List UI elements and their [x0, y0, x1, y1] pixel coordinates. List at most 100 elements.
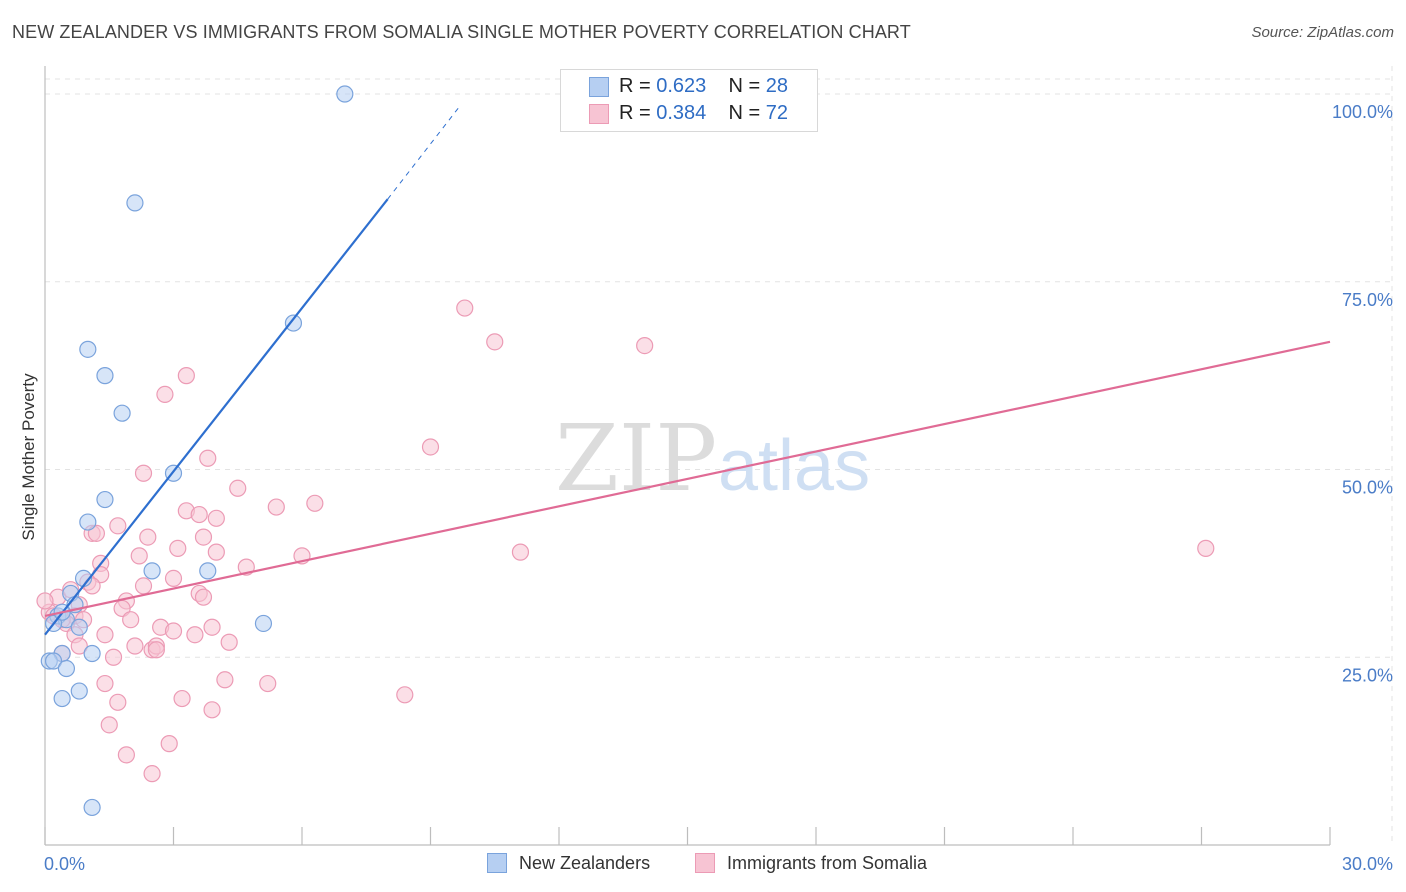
data-point — [113, 404, 131, 422]
data-point — [336, 85, 354, 103]
data-point — [96, 490, 114, 509]
watermark: ZIP atlas — [555, 405, 870, 512]
stats-legend: R = 0.623 N = 28 R = 0.384 N = 72 — [560, 69, 818, 132]
data-point — [1197, 539, 1215, 557]
data-point — [636, 336, 654, 355]
data-point — [130, 547, 148, 565]
legend-swatch-pink — [589, 104, 609, 124]
data-point — [134, 577, 153, 595]
data-point — [220, 633, 238, 651]
data-point — [57, 659, 76, 678]
trend-line-somalia — [44, 340, 1331, 618]
trend-line-nz — [44, 198, 389, 636]
legend-r-value: 0.623 — [656, 75, 707, 97]
legend-n-value: 72 — [765, 102, 789, 124]
data-point — [36, 592, 54, 610]
data-point — [254, 614, 273, 633]
data-point — [194, 588, 213, 606]
legend-n-label: N = — [728, 75, 761, 97]
y-tick-label: 25.0% — [1342, 665, 1393, 685]
y-tick-label: 50.0% — [1342, 478, 1393, 498]
data-point — [511, 543, 530, 561]
data-point — [194, 528, 213, 546]
data-point — [421, 438, 440, 456]
y-tick-label: 75.0% — [1342, 290, 1393, 310]
data-point — [139, 528, 157, 546]
trend-line-nz-extension — [387, 104, 461, 200]
data-point — [207, 509, 225, 527]
data-point — [147, 641, 165, 659]
data-point — [79, 513, 97, 531]
data-point — [229, 479, 247, 497]
data-point — [164, 569, 183, 588]
tick-labels: 100.0% 75.0% 50.0% 25.0% 0.0% 30.0% — [44, 102, 1393, 874]
data-point — [109, 693, 127, 711]
data-point — [117, 746, 135, 764]
data-point — [486, 333, 504, 351]
trend-lines — [44, 104, 1331, 636]
data-point — [173, 689, 191, 708]
data-point — [143, 765, 161, 783]
data-point — [44, 652, 63, 670]
legend-n-label: N = — [728, 102, 761, 124]
data-point — [122, 611, 140, 629]
data-point — [126, 637, 144, 655]
data-point — [199, 449, 217, 467]
data-point — [284, 314, 303, 332]
y-tick-label: 100.0% — [1332, 102, 1393, 122]
data-point — [199, 562, 217, 580]
legend-swatch-pink — [695, 853, 715, 873]
data-point — [70, 618, 88, 636]
data-point — [126, 194, 144, 212]
legend-swatch-blue — [589, 77, 609, 97]
x-tick-label: 0.0% — [44, 854, 85, 874]
data-point — [83, 644, 101, 663]
data-point — [203, 701, 221, 719]
data-point — [169, 539, 187, 557]
legend-label: Immigrants from Somalia — [727, 853, 928, 873]
legend-r-label: R = — [619, 102, 651, 124]
data-point — [306, 494, 324, 512]
data-point — [70, 682, 88, 700]
data-point — [70, 637, 88, 655]
data-point — [156, 385, 174, 404]
data-point — [143, 562, 161, 580]
data-point — [164, 622, 183, 640]
legend-item-new-zealanders[interactable]: New Zealanders — [487, 853, 651, 874]
x-tick-label: 30.0% — [1342, 854, 1393, 874]
legend-row-somalia: R = 0.384 N = 72 — [589, 102, 789, 126]
data-point — [203, 618, 221, 636]
data-point — [96, 674, 114, 693]
data-point — [456, 299, 474, 317]
legend-n-value: 28 — [765, 75, 789, 97]
data-point — [83, 798, 101, 817]
legend-r-value: 0.384 — [656, 102, 707, 124]
somalia-points — [36, 299, 1215, 783]
axes — [44, 66, 1331, 846]
data-point — [79, 340, 97, 358]
legend-swatch-blue — [487, 853, 507, 873]
nz-points — [40, 85, 354, 817]
data-point — [96, 367, 114, 385]
data-point — [134, 464, 153, 482]
legend-row-nz: R = 0.623 N = 28 — [589, 75, 789, 99]
legend-r-label: R = — [619, 75, 651, 97]
data-point — [207, 543, 225, 561]
data-point — [216, 671, 234, 689]
data-point — [186, 626, 204, 644]
data-point — [190, 505, 208, 524]
data-point — [267, 498, 285, 516]
legend-label: New Zealanders — [519, 853, 651, 873]
data-point — [109, 517, 127, 535]
data-point — [96, 626, 114, 644]
data-point — [100, 716, 118, 734]
data-point — [177, 367, 195, 385]
data-point — [53, 689, 71, 708]
data-point — [104, 648, 123, 666]
watermark-atlas: atlas — [718, 426, 870, 506]
legend-item-somalia[interactable]: Immigrants from Somalia — [695, 853, 928, 874]
source-label[interactable]: Source: ZipAtlas.com — [1251, 24, 1394, 41]
watermark-zip: ZIP — [555, 405, 717, 512]
data-point — [160, 735, 178, 753]
